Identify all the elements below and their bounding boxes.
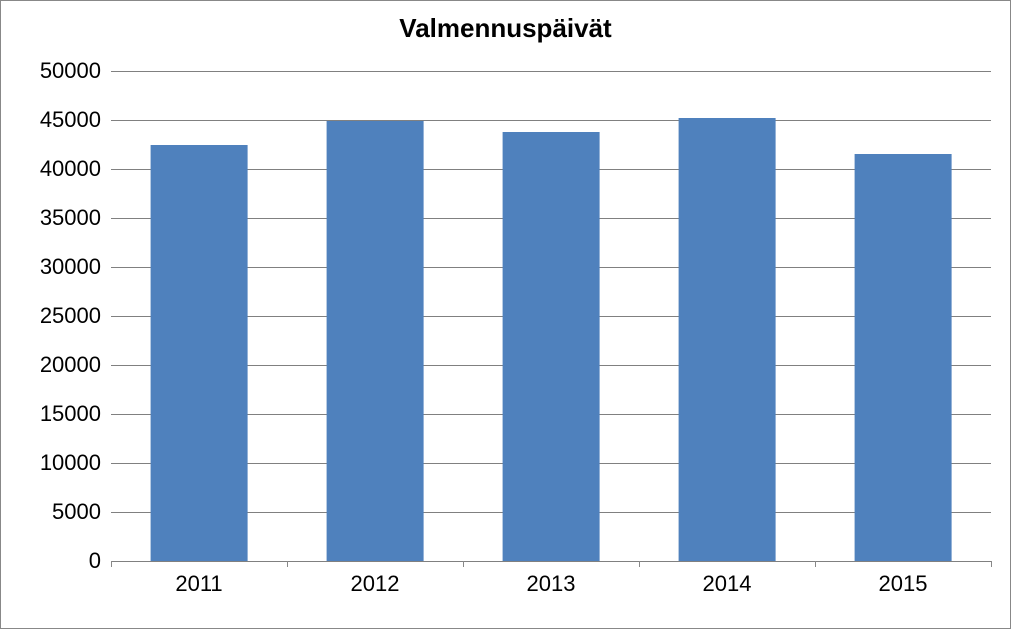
y-axis-label: 35000 xyxy=(1,205,101,231)
x-axis-labels: 2011 2012 2013 2014 2015 xyxy=(111,571,991,601)
x-tick xyxy=(287,561,288,567)
x-axis-label: 2011 xyxy=(175,571,222,597)
bar xyxy=(151,145,248,561)
y-axis-label: 10000 xyxy=(1,450,101,476)
bar xyxy=(327,121,424,561)
chart-container: Valmennuspäivät 20112012201320142015 050… xyxy=(0,0,1011,629)
grid-line xyxy=(111,71,991,72)
x-tick xyxy=(991,561,992,567)
y-axis-label: 30000 xyxy=(1,254,101,280)
x-axis-label: 2013 xyxy=(527,571,576,597)
chart-title: Valmennuspäivät xyxy=(1,13,1010,44)
y-axis-label: 20000 xyxy=(1,352,101,378)
x-axis-label: 2014 xyxy=(703,571,752,597)
grid-line xyxy=(111,561,991,562)
y-axis-label: 25000 xyxy=(1,303,101,329)
y-axis-label: 5000 xyxy=(1,499,101,525)
bar xyxy=(679,118,776,561)
y-axis-label: 40000 xyxy=(1,156,101,182)
y-axis-label: 15000 xyxy=(1,401,101,427)
grid-line xyxy=(111,120,991,121)
y-axis-label: 45000 xyxy=(1,107,101,133)
x-axis-label: 2012 xyxy=(351,571,400,597)
x-tick xyxy=(815,561,816,567)
x-tick xyxy=(463,561,464,567)
y-axis-label: 50000 xyxy=(1,58,101,84)
x-axis-label: 2015 xyxy=(879,571,928,597)
y-axis-label: 0 xyxy=(1,548,101,574)
plot-area: 20112012201320142015 0500010000150002000… xyxy=(111,71,991,561)
x-tick xyxy=(111,561,112,567)
bar xyxy=(503,132,600,561)
bar xyxy=(855,154,952,561)
x-tick xyxy=(639,561,640,567)
